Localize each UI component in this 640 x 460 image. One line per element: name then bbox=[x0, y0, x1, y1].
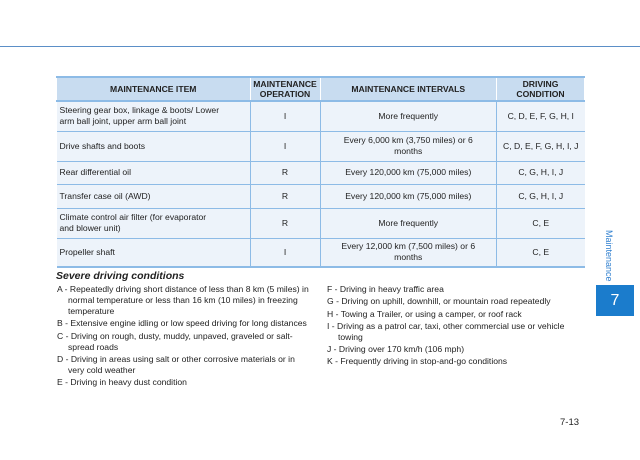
cell: C, D, E, F, G, H, I, J bbox=[496, 130, 585, 162]
condition-item: E - Driving in heavy dust condition bbox=[57, 377, 187, 388]
condition-item: D - Driving in areas using salt or other… bbox=[57, 353, 295, 375]
severe-conditions-heading: Severe driving conditions bbox=[56, 270, 185, 282]
section-label: Maintenance bbox=[604, 230, 614, 282]
cell: Every 120,000 km (75,000 miles) bbox=[319, 160, 498, 185]
header-item: MAINTENANCE ITEM bbox=[56, 76, 251, 102]
cell: More frequently bbox=[319, 100, 498, 132]
cell: C, G, H, I, J bbox=[496, 183, 585, 209]
cell: Transfer case oil (AWD) bbox=[56, 183, 251, 209]
table-row: Steering gear box, linkage & boots/ Lowe… bbox=[56, 100, 585, 132]
cell: Climate control air filter (for evaporat… bbox=[56, 207, 251, 239]
table-row: Climate control air filter (for evaporat… bbox=[56, 207, 585, 239]
condition-item: G - Driving on uphill, downhill, or moun… bbox=[327, 296, 551, 307]
page-number: 7-13 bbox=[560, 417, 580, 428]
cell: Every 6,000 km (3,750 miles) or 6 months bbox=[319, 130, 498, 162]
table-row: Drive shafts and boots I Every 6,000 km (3… bbox=[56, 130, 585, 162]
condition-item: H - Towing a Trailer, or using a camper,… bbox=[327, 308, 522, 319]
table-header: MAINTENANCE ITEM MAINTENANCE OPERATION M… bbox=[56, 76, 585, 102]
cell: R bbox=[249, 183, 321, 209]
cell: Every 12,000 km (7,500 miles) or 6 month… bbox=[319, 237, 498, 268]
top-rule bbox=[0, 46, 640, 47]
condition-item: I - Driving as a patrol car, taxi, other… bbox=[327, 320, 565, 342]
table-row: Rear differential oil R Every 120,000 km (… bbox=[56, 160, 585, 185]
table-row: Transfer case oil (AWD) R Every 120,000 km… bbox=[56, 183, 585, 209]
cell: C, E bbox=[496, 237, 585, 268]
maintenance-table: MAINTENANCE ITEM MAINTENANCE OPERATION M… bbox=[56, 76, 585, 268]
condition-item: F - Driving in heavy traffic area bbox=[327, 284, 444, 294]
cell: R bbox=[249, 160, 321, 185]
condition-item: J - Driving over 170 km/h (106 mph) bbox=[327, 344, 465, 355]
header-intervals: MAINTENANCE INTERVALS bbox=[319, 76, 498, 102]
chapter-tab: 7 bbox=[596, 285, 634, 316]
cell: Every 120,000 km (75,000 miles) bbox=[319, 183, 498, 209]
table-row: Propeller shaft I Every 12,000 km (7,500 m… bbox=[56, 237, 585, 268]
conditions-list-left: A - Repeatedly driving short distance of… bbox=[57, 284, 313, 389]
cell: Drive shafts and boots bbox=[56, 130, 251, 162]
condition-item: B - Extensive engine idling or low speed… bbox=[57, 318, 307, 329]
cell: C, D, E, F, G, H, I bbox=[496, 100, 585, 132]
cell: R bbox=[249, 207, 321, 239]
cell: C, E bbox=[496, 207, 585, 239]
conditions-list-right: F - Driving in heavy traffic area G - Dr… bbox=[327, 284, 585, 369]
header-condition: DRIVING CONDITION bbox=[496, 76, 585, 102]
cell: More frequently bbox=[319, 207, 498, 239]
cell: I bbox=[249, 237, 321, 268]
condition-item: A - Repeatedly driving short distance of… bbox=[57, 284, 309, 316]
cell: I bbox=[249, 100, 321, 132]
cell: Propeller shaft bbox=[56, 237, 251, 268]
header-operation: MAINTENANCE OPERATION bbox=[249, 76, 321, 102]
cell: I bbox=[249, 130, 321, 162]
condition-item: C - Driving on rough, dusty, muddy, unpa… bbox=[57, 330, 293, 352]
condition-item: K - Frequently driving in stop-and-go co… bbox=[327, 356, 508, 367]
cell: C, G, H, I, J bbox=[496, 160, 585, 185]
cell: Rear differential oil bbox=[56, 160, 251, 185]
cell: Steering gear box, linkage & boots/ Lowe… bbox=[56, 100, 251, 132]
